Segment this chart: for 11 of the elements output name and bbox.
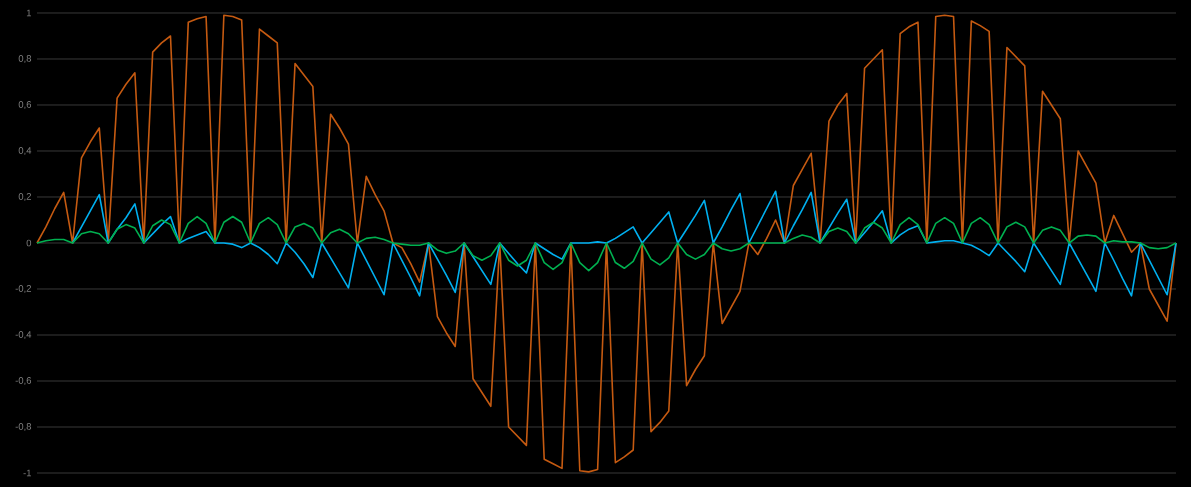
y-tick-label: -0,2 [15, 285, 32, 293]
y-tick-label: -1 [23, 469, 32, 477]
y-tick-label: 0,4 [18, 147, 32, 155]
y-tick-label: 1 [26, 9, 32, 17]
y-tick-label: -0,4 [15, 331, 32, 339]
y-tick-label: -0,6 [15, 377, 32, 385]
y-tick-label: 0 [26, 239, 32, 247]
y-tick-label: 0,6 [18, 101, 32, 109]
y-tick-label: 0,2 [18, 193, 32, 201]
y-tick-label: 0,8 [18, 55, 32, 63]
y-tick-label: -0,8 [15, 423, 32, 431]
